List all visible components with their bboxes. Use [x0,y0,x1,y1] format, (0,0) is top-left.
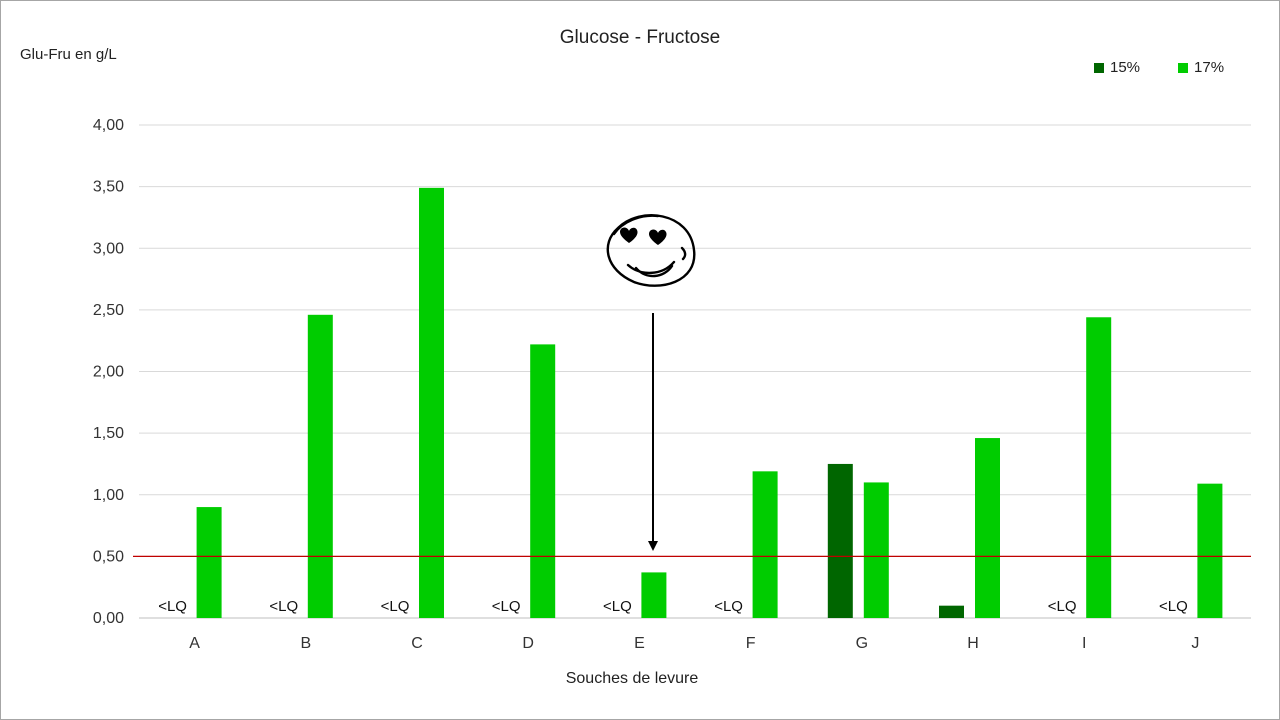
y-tick-label: 3,00 [93,240,124,257]
legend-item-17: 17% [1178,59,1224,76]
chart-title: Glucose - Fructose [559,27,721,48]
lq-label-A: <LQ [158,598,187,615]
legend-swatch-15 [1094,62,1104,73]
lq-label-E: <LQ [603,598,632,615]
lq-label-F: <LQ [714,598,743,615]
bar-17-G [863,482,889,618]
legend-label-15: 15% [1110,59,1141,76]
bar-17-I [1086,317,1112,618]
tick-labels: 0,00 0,50 1,00 1,50 2,00 2,50 3,00 3,50 4,00 <LQ A… [93,117,1200,652]
x-tick-label: F [746,635,756,652]
bar-17-E [641,572,667,618]
legend-swatch-17 [1178,62,1189,73]
annotation [606,214,696,551]
y-tick-label: 4,00 [93,117,124,134]
x-tick-label: G [856,635,868,652]
lq-label-D: <LQ [492,598,521,615]
y-axis-label: Glu-Fru en g/L [20,46,117,63]
bar-15-G [827,463,853,618]
x-tick-label: H [967,635,979,652]
legend-label-17: 17% [1194,59,1225,76]
gridlines [139,124,1251,619]
y-tick-label: 1,00 [93,487,124,504]
legend-item-15: 15% [1094,59,1140,76]
x-tick-label: J [1191,635,1199,652]
lq-label-I: <LQ [1048,598,1077,615]
x-tick-label: D [522,635,534,652]
x-tick-label: C [411,635,423,652]
bar-17-F [752,471,778,618]
lq-label-B: <LQ [269,598,298,615]
y-tick-label: 0,00 [93,610,124,627]
x-tick-label: I [1082,635,1086,652]
bar-17-D [530,344,556,618]
arrow-icon [648,313,658,551]
y-tick-label: 1,50 [93,425,124,442]
smiley-icon [606,214,696,287]
bar-17-C [419,187,444,619]
y-tick-label: 2,50 [93,302,124,319]
bar-17-H [975,438,1000,618]
legend: 15% 17% [1094,59,1224,76]
bar-17-A [196,507,222,618]
bars [133,187,1251,619]
lq-label-C: <LQ [381,598,410,615]
y-tick-label: 2,00 [93,364,124,381]
bar-17-B [307,314,333,618]
bar-17-J [1197,483,1223,618]
x-tick-label: E [634,635,645,652]
x-axis-label: Souches de levure [565,670,699,687]
y-tick-label: 0,50 [93,548,124,565]
bar-15-H [939,605,964,618]
x-tick-label: A [189,635,200,652]
heart-eyes-icon [619,227,667,245]
y-tick-label: 3,50 [93,179,124,196]
x-tick-label: B [300,635,311,652]
lq-label-J: <LQ [1159,598,1188,615]
